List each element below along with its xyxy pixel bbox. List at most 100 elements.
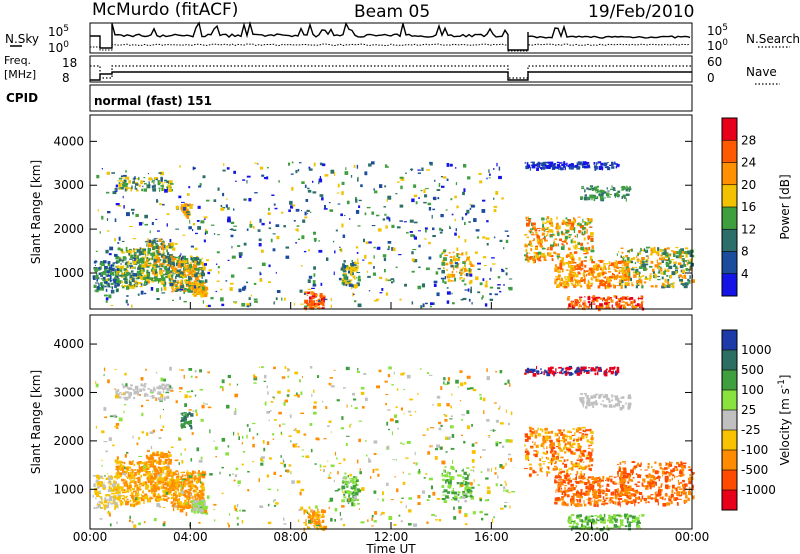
power-cell	[660, 268, 663, 272]
power-cell	[122, 251, 124, 253]
power-cell	[152, 271, 155, 275]
power-cell	[128, 279, 131, 284]
power-cell	[299, 162, 302, 164]
velocity-cell	[181, 418, 185, 422]
power-cell	[593, 162, 596, 165]
power-cell	[440, 176, 443, 178]
power-cell	[573, 230, 576, 233]
power-cell	[627, 280, 629, 282]
velocity-cell	[313, 515, 318, 518]
velocity-cell	[593, 494, 597, 497]
power-cell	[220, 297, 224, 302]
velocity-cell	[153, 469, 157, 472]
power-cell	[148, 258, 151, 261]
velocity-cell	[186, 472, 188, 474]
power-cell	[584, 277, 586, 280]
power-cell	[627, 250, 630, 253]
velocity-cell	[140, 469, 143, 472]
power-cell	[185, 268, 188, 271]
power-cell	[126, 263, 130, 265]
velocity-cell	[115, 472, 117, 475]
power-cell	[144, 253, 146, 257]
power-cell	[582, 233, 585, 236]
power-cell	[659, 249, 663, 252]
velocity-cell	[150, 481, 154, 484]
power-cell	[168, 188, 172, 192]
power-cell	[144, 182, 147, 185]
power-cell	[150, 252, 154, 256]
velocity-cell	[550, 447, 554, 451]
power-cell	[114, 218, 117, 222]
power-cell	[687, 250, 691, 255]
power-cell	[607, 301, 610, 304]
velocity-cell	[148, 489, 150, 493]
power-cell	[96, 269, 101, 271]
power-cell	[593, 271, 596, 274]
velocity-cell	[529, 467, 533, 471]
velocity-cell	[444, 466, 447, 468]
velocity-cell	[186, 507, 190, 509]
velocity-cell	[108, 487, 113, 489]
power-cell	[567, 221, 572, 224]
power-cell	[145, 254, 147, 259]
power-cell	[621, 301, 626, 303]
velocity-cell	[585, 457, 590, 460]
power-cell	[403, 221, 407, 223]
power-cell	[154, 273, 158, 277]
velocity-cell	[524, 450, 529, 453]
power-cell	[186, 211, 190, 214]
power-cell	[153, 259, 157, 263]
power-cell	[559, 282, 562, 285]
power-cell	[148, 244, 152, 247]
velocity-cell	[152, 452, 156, 457]
power-cell	[570, 305, 572, 310]
velocity-cell	[598, 488, 601, 492]
velocity-cell	[130, 473, 134, 477]
power-colorbar-swatch-0	[722, 118, 737, 141]
power-cell	[627, 260, 632, 264]
power-cell	[107, 211, 111, 214]
power-cell	[632, 271, 637, 274]
power-cell	[161, 281, 165, 285]
freq-line	[90, 71, 692, 81]
velocity-cell	[580, 474, 582, 476]
power-cell	[104, 266, 108, 269]
power-cell	[392, 247, 396, 252]
power-cell	[584, 303, 587, 307]
power-cell	[640, 303, 643, 308]
velocity-cell	[626, 493, 628, 497]
power-cell	[174, 290, 178, 292]
velocity-cell	[554, 477, 557, 479]
velocity-cell	[586, 478, 589, 481]
power-cell	[411, 270, 415, 273]
power-cell	[371, 211, 374, 215]
power-cell	[630, 260, 633, 264]
power-cell	[358, 275, 361, 279]
velocity-cell	[189, 420, 192, 424]
velocity-cell	[132, 470, 135, 472]
power-cell	[559, 162, 563, 164]
velocity-cell	[596, 494, 598, 497]
power-cell	[486, 177, 488, 180]
velocity-cell	[186, 490, 190, 493]
power-cell	[591, 296, 593, 298]
velocity-cell	[199, 476, 201, 481]
power-cell	[227, 207, 230, 210]
velocity-cell	[532, 469, 535, 474]
power-cell	[456, 265, 459, 269]
power-cell	[615, 192, 619, 195]
power-cell	[185, 280, 188, 285]
power-cell	[167, 274, 172, 277]
power-cell	[572, 271, 574, 274]
velocity-cell	[577, 457, 579, 459]
power-cell	[385, 166, 389, 168]
velocity-cell	[167, 488, 170, 491]
power-cell	[137, 293, 140, 296]
power-cell	[357, 258, 359, 262]
velocity-cell	[104, 497, 107, 500]
power-cell	[143, 274, 148, 278]
power-cell	[590, 232, 594, 236]
velocity-cell	[123, 470, 127, 473]
power-cell	[589, 259, 592, 261]
power-cell	[585, 274, 588, 277]
